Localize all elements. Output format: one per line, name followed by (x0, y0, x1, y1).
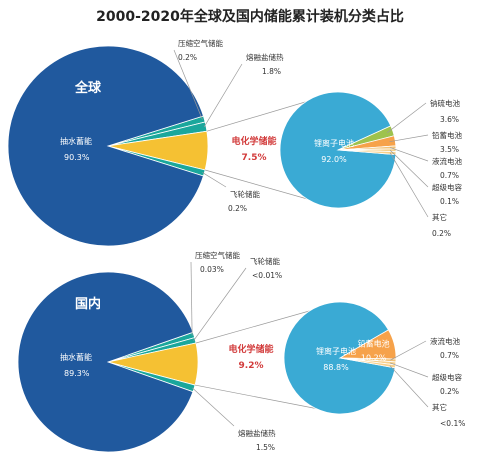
data-label: 0.2% (432, 229, 451, 238)
slice-label: 液流电池 (430, 336, 460, 346)
slice-label: 锂离子电池 (314, 138, 354, 148)
slice-label: 超级电容 (432, 182, 462, 192)
slice-label: 熔融盐储热 (246, 52, 284, 62)
slice-label: 铅蓄电池 (432, 130, 462, 140)
slice-label: 电化学储能 (231, 135, 276, 147)
data-label: 92.0% (321, 155, 347, 164)
leader-line (202, 172, 227, 188)
data-label: 0.7% (440, 171, 459, 180)
slice-label: 抽水蓄能 (60, 352, 92, 362)
slice-label: 铅蓄电池 (358, 338, 390, 348)
leader-line (389, 365, 429, 408)
slice-label: 熔融盐储热 (238, 428, 276, 438)
data-label: 10.2% (361, 353, 387, 362)
slice-label: 飞轮储能 (230, 189, 260, 199)
leader-line (203, 63, 243, 128)
connector-line (194, 384, 335, 413)
panel-title: 全球 (74, 80, 102, 96)
leader-line (390, 340, 427, 361)
data-label: 7.5% (242, 153, 267, 163)
data-label: 90.3% (64, 153, 90, 162)
data-label: 3.6% (440, 115, 459, 124)
leader-line (389, 134, 429, 143)
leader-line (389, 149, 429, 188)
data-label: <0.01% (252, 271, 282, 280)
slice-label: 电化学储能 (228, 343, 273, 355)
slice-label: 其它 (432, 212, 447, 222)
panel-title: 国内 (75, 296, 101, 312)
leader-line (387, 102, 427, 133)
leader-line (390, 147, 429, 162)
data-label: 0.03% (200, 265, 224, 274)
data-label: 3.5% (440, 145, 459, 154)
chart-title: 2000-2020年全球及国内储能累计装机分类占比 (96, 9, 404, 25)
leader-line (193, 267, 247, 341)
slice-domestic-4 (17, 271, 194, 453)
data-label: 89.3% (64, 369, 90, 378)
slice-label: 抽水蓄能 (60, 136, 92, 146)
slice-label: 压缩空气储能 (178, 38, 223, 48)
breakdown-slice (337, 149, 397, 156)
slice-global-4 (7, 45, 204, 247)
data-label: <0.1% (440, 419, 465, 428)
data-label: 0.1% (440, 197, 459, 206)
leader-line (190, 261, 193, 336)
data-label: 88.8% (323, 363, 349, 372)
data-label: 1.5% (256, 443, 275, 452)
leader-line (389, 152, 429, 218)
slice-label: 钠硫电池 (430, 98, 460, 108)
leader-line (192, 387, 235, 427)
leader-line (173, 49, 203, 120)
data-label: 0.7% (440, 351, 459, 360)
slice-label: 飞轮储能 (250, 256, 280, 266)
slice-label: 其它 (432, 402, 447, 412)
breakdown-slice (279, 91, 397, 209)
slice-label: 锂离子电池 (316, 346, 356, 356)
data-label: 0.2% (440, 387, 459, 396)
data-label: 9.2% (239, 361, 264, 371)
data-label: 0.2% (178, 53, 197, 62)
slice-label: 超级电容 (432, 372, 462, 382)
leader-line (390, 362, 429, 378)
slice-label: 液流电池 (432, 156, 462, 166)
data-label: 1.8% (262, 67, 281, 76)
slice-label: 压缩空气储能 (195, 250, 240, 260)
data-label: 0.2% (228, 204, 247, 213)
